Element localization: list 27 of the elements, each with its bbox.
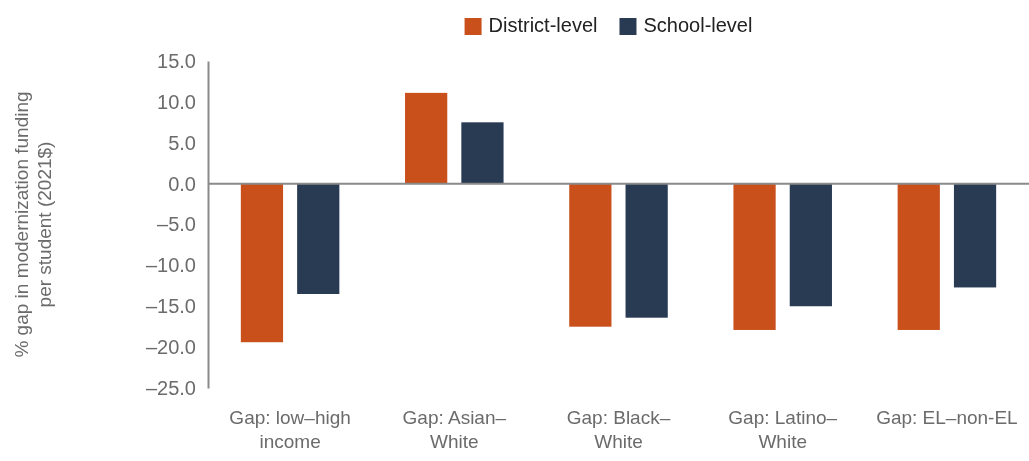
x-tick-label: Gap: Asian–White bbox=[402, 407, 507, 452]
y-tick-label: –10.0 bbox=[145, 254, 196, 277]
bar bbox=[240, 183, 284, 343]
y-tick-label: 10.0 bbox=[157, 90, 196, 113]
y-tick-label: 15.0 bbox=[157, 49, 196, 72]
x-tick-label: Gap: Black–White bbox=[566, 407, 671, 452]
bar bbox=[405, 92, 448, 184]
y-tick-label: –20.0 bbox=[145, 336, 196, 359]
legend-label: School-level bbox=[643, 14, 753, 36]
y-tick-label: –15.0 bbox=[145, 295, 196, 318]
bar bbox=[897, 183, 940, 330]
legend-label: District-level bbox=[488, 14, 598, 36]
y-tick-label: –5.0 bbox=[157, 213, 196, 236]
bar bbox=[297, 183, 340, 294]
x-tick-label: Gap: EL–non-EL bbox=[876, 407, 1018, 428]
bar bbox=[625, 183, 668, 318]
y-axis-title: % gap in modernization funding per student (2021$) bbox=[11, 91, 55, 358]
bar bbox=[461, 122, 504, 184]
y-tick-label: –25.0 bbox=[145, 376, 196, 399]
y-tick-label: 0.0 bbox=[168, 172, 196, 195]
bar bbox=[953, 183, 997, 288]
x-tick-label: Gap: Latino–White bbox=[728, 407, 838, 452]
y-tick-label: 5.0 bbox=[168, 131, 196, 154]
bar bbox=[569, 183, 612, 327]
bar bbox=[733, 183, 776, 330]
x-tick-label: Gap: low–high income bbox=[229, 407, 351, 452]
bar bbox=[789, 183, 832, 307]
